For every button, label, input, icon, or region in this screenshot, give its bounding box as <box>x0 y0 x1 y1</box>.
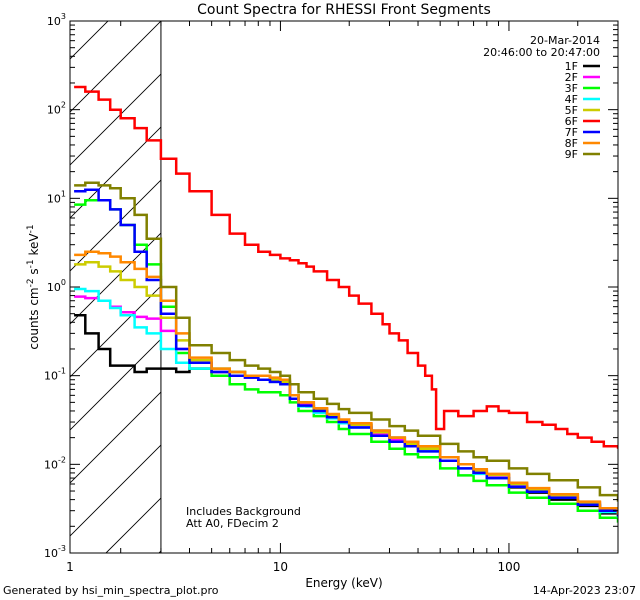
series-group <box>74 85 618 523</box>
hatch-line <box>70 179 161 272</box>
legend-label-7F: 7F <box>565 126 578 139</box>
legend-label-3F: 3F <box>565 82 578 95</box>
x-tick-label: 100 <box>498 560 521 574</box>
hatched-background-region <box>70 21 161 553</box>
annotation-background: Includes Background <box>186 505 301 518</box>
chart-title: Count Spectra for RHESSI Front Segments <box>197 2 491 18</box>
observation-time-range: 20:46:00 to 20:47:00 <box>483 46 600 59</box>
legend-label-2F: 2F <box>565 71 578 84</box>
legend-label-6F: 6F <box>565 115 578 128</box>
series-line-3F <box>74 199 618 523</box>
x-tick-label: 10 <box>273 560 288 574</box>
legend-label-5F: 5F <box>565 104 578 117</box>
legend-label-1F: 1F <box>565 60 578 73</box>
axes: 1 10 100 10-3 10-2 10-1 100 101 102 103 <box>44 12 619 574</box>
y-tick-label: 10-2 <box>44 455 66 471</box>
x-axis-label: Energy (keV) <box>305 576 382 590</box>
legend-label-9F: 9F <box>565 148 578 161</box>
y-tick-label: 102 <box>47 101 66 117</box>
y-tick-label: 10-1 <box>44 367 66 383</box>
y-tick-label: 101 <box>47 189 66 205</box>
series-line-9F <box>74 181 618 502</box>
footer-timestamp: 14-Apr-2023 23:07 <box>533 584 636 597</box>
hatch-line <box>70 391 161 484</box>
annotation-attenuator: Att A0, FDecim 2 <box>186 517 279 530</box>
series-line-8F <box>74 250 618 515</box>
x-tick-label: 1 <box>66 560 74 574</box>
y-tick-label: 10-3 <box>44 544 66 560</box>
observation-date: 20-Mar-2014 <box>530 34 600 47</box>
legend-label-8F: 8F <box>565 137 578 150</box>
y-axis-label: counts cm-2 s-1 keV-1 <box>26 224 41 349</box>
y-tick-label: 100 <box>47 278 66 294</box>
series-line-6F <box>74 85 618 449</box>
footer-generated-by: Generated by hsi_min_spectra_plot.pro <box>3 584 219 597</box>
legend-label-4F: 4F <box>565 93 578 106</box>
y-tick-label: 103 <box>47 12 66 28</box>
